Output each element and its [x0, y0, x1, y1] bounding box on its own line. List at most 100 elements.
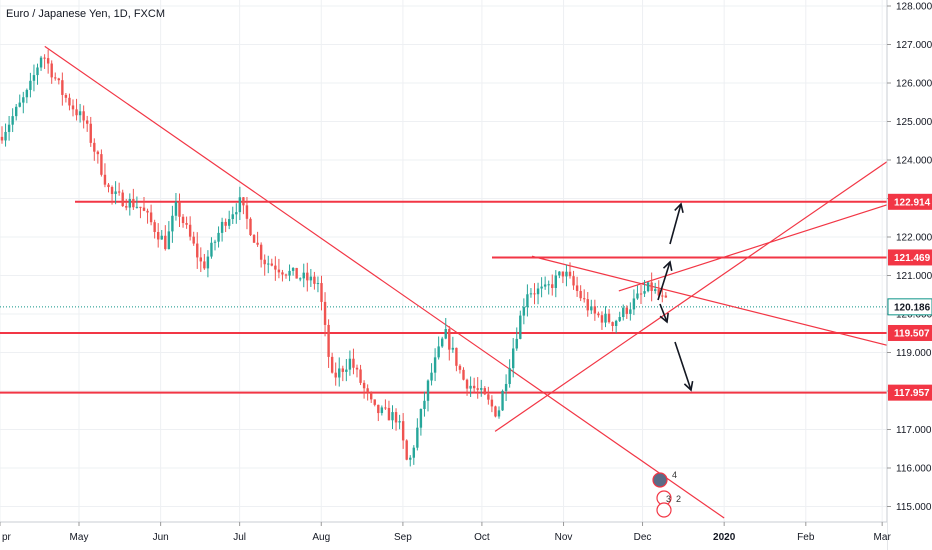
candle — [320, 275, 323, 311]
arrow-head — [662, 260, 673, 271]
candle — [398, 414, 401, 430]
candle-body — [231, 214, 234, 220]
candle — [355, 364, 359, 378]
candle — [551, 274, 554, 296]
candle-body — [288, 270, 291, 276]
candle-body — [252, 235, 256, 243]
candle-body — [188, 224, 192, 237]
candle-body — [373, 399, 376, 405]
candle-body — [622, 307, 625, 318]
candle — [334, 362, 337, 386]
candle — [117, 182, 121, 196]
x-tick-label: Jun — [153, 532, 169, 543]
candle-body — [54, 77, 57, 79]
candle-body — [78, 111, 82, 116]
y-tick-label: 127.000 — [896, 40, 932, 51]
candle-body — [504, 383, 508, 391]
candle-body — [437, 346, 440, 358]
candle-body — [607, 313, 611, 323]
candle — [146, 208, 149, 224]
candle-body — [355, 367, 359, 370]
candle — [632, 289, 636, 316]
candle — [405, 439, 408, 461]
candle — [171, 205, 174, 243]
candle-body — [352, 358, 355, 368]
candle — [89, 116, 92, 147]
candle-body — [419, 409, 423, 428]
candle-body — [370, 392, 373, 400]
candle-body — [547, 284, 550, 286]
candle-body — [586, 299, 589, 311]
current-price-tag — [887, 298, 932, 316]
candle-body — [7, 124, 11, 132]
candle-body — [68, 97, 71, 106]
candle-body — [46, 58, 50, 64]
candle — [224, 218, 227, 233]
candle — [157, 223, 160, 248]
candle-body — [430, 372, 433, 381]
candle — [501, 389, 504, 411]
candle — [235, 203, 238, 224]
candle — [462, 367, 465, 381]
candle-body — [192, 236, 195, 244]
candle-body — [242, 197, 245, 206]
candle — [25, 88, 29, 104]
candle — [458, 364, 462, 374]
candle-body — [600, 315, 604, 323]
candle — [650, 272, 653, 302]
candle-body — [522, 307, 526, 316]
candle — [490, 395, 494, 413]
candle-body — [71, 105, 75, 110]
candle — [231, 206, 234, 225]
candle — [586, 292, 589, 317]
candle — [409, 455, 412, 467]
y-tick-label: 119.000 — [896, 348, 932, 359]
candle — [306, 262, 309, 292]
arrow-shaft — [657, 261, 671, 301]
candle-body — [625, 307, 628, 314]
candle-body — [217, 232, 220, 242]
candle-body — [29, 80, 32, 90]
candle — [366, 384, 369, 401]
candle — [96, 150, 100, 164]
candle — [437, 336, 440, 360]
candle — [611, 321, 614, 332]
candle — [57, 77, 60, 85]
candle — [352, 348, 355, 375]
candle-body — [185, 223, 188, 225]
current-price-label: 120.186 — [894, 302, 931, 313]
candle — [373, 399, 376, 407]
candle-body — [657, 289, 660, 296]
candle — [142, 196, 146, 212]
candle-body — [57, 78, 60, 81]
candle — [338, 357, 341, 387]
candle-body — [86, 120, 89, 124]
candle-body — [306, 272, 309, 281]
candle-body — [543, 284, 547, 287]
candle-body — [299, 278, 302, 280]
y-tick-label: 122.000 — [896, 233, 932, 244]
candle — [135, 196, 139, 209]
candle-body — [519, 315, 522, 339]
candle-body — [164, 235, 167, 250]
candle — [455, 347, 458, 372]
x-tick-label: Dec — [634, 532, 652, 543]
candle — [7, 115, 11, 141]
candle-body — [338, 368, 341, 378]
candle — [622, 304, 625, 321]
candle-body — [295, 267, 298, 279]
level-price-tag — [888, 384, 932, 401]
candle-body — [149, 212, 153, 223]
time-axis-background — [0, 522, 887, 550]
candle — [121, 189, 124, 207]
candle — [618, 311, 621, 323]
candle-body — [614, 320, 618, 326]
candle — [423, 391, 426, 417]
candle-body — [387, 407, 391, 421]
candle-body — [501, 390, 504, 411]
candle — [512, 337, 515, 378]
candle-body — [611, 322, 614, 326]
